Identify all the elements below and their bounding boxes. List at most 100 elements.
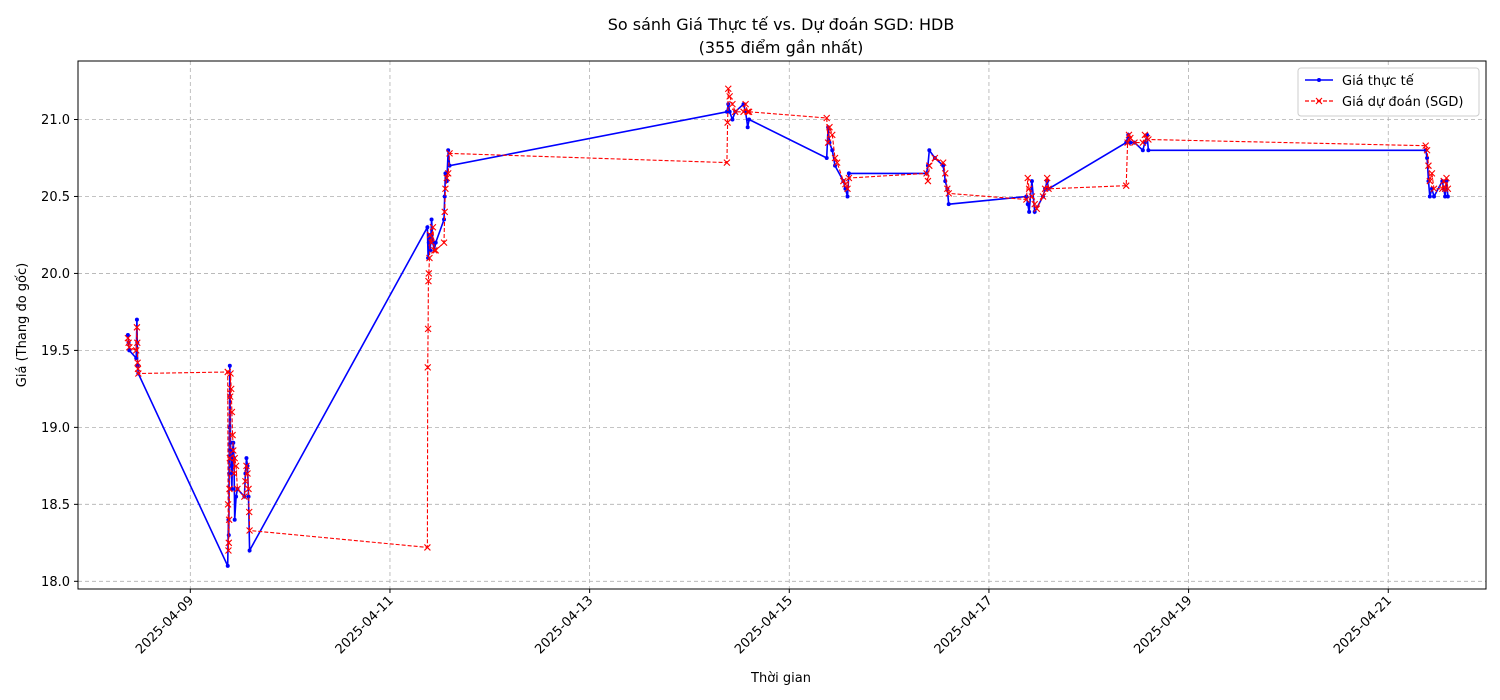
- y-axis-label: Giá (Thang đo gốc): [15, 263, 30, 387]
- data-point: [226, 454, 234, 462]
- data-point: [828, 131, 836, 139]
- data-point: [831, 154, 839, 162]
- legend: Giá thực tế Giá dự đoán (SGD): [1297, 67, 1480, 117]
- data-point: [1025, 185, 1033, 193]
- data-point: [724, 85, 732, 93]
- data-point: [747, 117, 752, 122]
- data-point: [244, 456, 249, 461]
- data-point: [425, 277, 432, 285]
- data-point: [1146, 148, 1151, 153]
- data-point: [1443, 194, 1448, 199]
- data-point: [744, 108, 752, 116]
- data-point: [429, 217, 434, 222]
- data-point: [232, 517, 237, 522]
- data-point: [245, 485, 252, 493]
- data-point: [132, 347, 140, 354]
- data-point: [1024, 174, 1032, 182]
- data-point: [845, 174, 853, 182]
- data-point: [833, 163, 838, 168]
- data-point: [134, 370, 142, 377]
- data-point: [125, 333, 130, 338]
- data-point: [826, 123, 833, 131]
- data-point: [1140, 148, 1145, 153]
- data-point: [1430, 185, 1438, 193]
- data-point: [1025, 202, 1030, 207]
- data-point: [946, 202, 951, 207]
- data-point: [226, 485, 233, 493]
- data-point: [225, 547, 232, 554]
- data-point: [1043, 174, 1051, 182]
- data-point: [424, 363, 432, 371]
- chart-subtitle: (355 điểm gần nhất): [699, 38, 864, 57]
- data-point: [133, 323, 141, 331]
- x-axis-label: Thời gian: [750, 671, 811, 686]
- legend-marker-actual: [1317, 78, 1321, 82]
- data-point: [1122, 182, 1130, 190]
- data-point: [1425, 162, 1432, 170]
- data-point: [1027, 209, 1032, 214]
- plot-frame: [77, 60, 1487, 590]
- legend-marker-predicted: [1315, 97, 1323, 105]
- data-point: [246, 494, 251, 499]
- plot-series: [124, 85, 1452, 568]
- data-point: [240, 493, 248, 501]
- data-point: [127, 348, 132, 353]
- data-point: [1028, 193, 1036, 200]
- data-point: [246, 527, 253, 534]
- data-point: [945, 189, 953, 197]
- data-point: [1426, 177, 1434, 185]
- legend-label-predicted: Giá dự đoán (SGD): [1342, 95, 1463, 110]
- data-point: [242, 477, 249, 485]
- data-point: [444, 169, 452, 177]
- y-tick-label: 19.5: [41, 344, 70, 359]
- data-point: [1131, 139, 1138, 146]
- data-point: [1438, 185, 1446, 193]
- data-point: [134, 359, 142, 367]
- data-point: [824, 139, 832, 146]
- data-point: [730, 117, 735, 122]
- data-point: [745, 125, 750, 130]
- data-point: [830, 148, 835, 153]
- data-point: [228, 408, 236, 416]
- data-point: [429, 223, 437, 231]
- data-point: [1432, 194, 1437, 199]
- data-point: [425, 270, 433, 277]
- y-tick-label: 18.5: [41, 498, 70, 513]
- data-point: [426, 231, 434, 239]
- data-point: [440, 239, 448, 247]
- data-point: [225, 563, 230, 568]
- data-point: [726, 93, 734, 100]
- data-point: [229, 431, 236, 439]
- data-point: [1031, 200, 1039, 208]
- data-point: [441, 208, 449, 216]
- data-point: [839, 177, 847, 185]
- data-point: [939, 159, 947, 166]
- data-point: [446, 149, 453, 157]
- data-point: [428, 239, 435, 247]
- data-point: [745, 108, 753, 116]
- grid-lines: [78, 61, 1486, 589]
- data-point: [923, 169, 930, 177]
- data-point: [924, 177, 932, 185]
- data-point: [1423, 146, 1431, 154]
- data-point: [234, 494, 239, 499]
- data-point: [224, 500, 232, 508]
- data-point: [225, 539, 233, 547]
- data-point: [247, 548, 252, 553]
- data-point: [742, 100, 749, 108]
- data-point: [842, 180, 849, 188]
- data-point: [1145, 136, 1152, 143]
- data-point: [424, 325, 432, 333]
- data-point: [1427, 194, 1432, 199]
- data-point: [1124, 139, 1131, 146]
- data-point: [723, 159, 731, 166]
- y-tick-label: 19.0: [41, 421, 70, 436]
- data-point: [245, 508, 253, 516]
- chart-title: So sánh Giá Thực tế vs. Dự đoán SGD: HDB: [608, 15, 955, 34]
- data-point: [231, 454, 239, 462]
- data-point: [941, 169, 949, 177]
- data-point: [243, 462, 250, 470]
- data-point: [1022, 196, 1030, 203]
- data-point: [1029, 179, 1034, 184]
- data-point: [442, 185, 449, 193]
